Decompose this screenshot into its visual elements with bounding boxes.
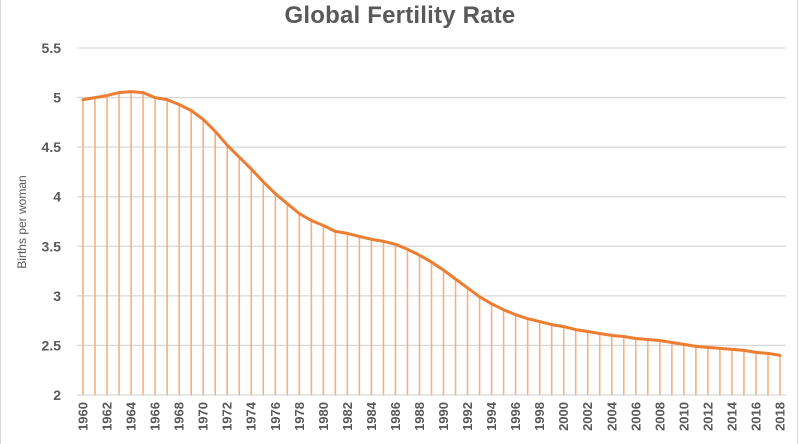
series-line [81,90,782,357]
x-tick-label: 1966 [148,402,163,431]
x-tick-label: 1992 [460,402,475,431]
x-tick-label: 1978 [292,402,307,431]
x-tick-label: 2018 [773,402,788,431]
y-tick-label: 3 [53,288,61,304]
y-tick-label: 5 [53,90,61,106]
x-tick-labels: 1960 1962 1964 1966 1968 1970 1972 1974 1976 1978… [76,401,788,431]
x-tick-label: 1996 [508,402,523,431]
y-tick-label: 3.5 [42,238,62,254]
x-tick-label: 2014 [724,401,739,431]
x-tick-label: 1976 [268,402,283,431]
x-tick-label: 2000 [556,402,571,431]
y-tick-label: 4 [53,189,61,205]
x-tick-label: 1974 [244,401,259,431]
x-tick-label: 1998 [532,402,547,431]
y-tick-label: 5.5 [42,40,62,56]
x-tick-label: 2004 [604,401,619,431]
x-tick-label: 1960 [76,402,91,431]
x-tick-label: 1988 [412,402,427,431]
x-tick-label: 1972 [220,402,235,431]
x-tick-label: 2016 [748,402,763,431]
x-tick-label: 1982 [340,402,355,431]
x-tick-label: 1986 [388,402,403,431]
x-tick-label: 2006 [628,402,643,431]
x-tick-label: 1990 [436,402,451,431]
y-tick-label: 2.5 [42,337,62,353]
chart-title: Global Fertility Rate [284,2,516,29]
y-tick-label: 4.5 [42,139,62,155]
x-tick-label: 1984 [364,401,379,431]
drop-lines [82,91,781,395]
series-line-path [81,90,782,357]
x-tick-label: 2002 [580,402,595,431]
y-tick-label: 2 [53,387,61,403]
x-tick-label: 2010 [676,402,691,431]
x-tick-label: 2008 [652,402,667,431]
x-tick-label: 1980 [316,402,331,431]
x-tick-label: 1962 [100,402,115,431]
y-tick-labels: 2 2.5 3 3.5 4 4.5 5 5.5 [42,40,62,403]
x-tick-label: 2012 [700,402,715,431]
x-tick-label: 1964 [124,401,139,431]
x-tick-label: 1994 [484,401,499,431]
x-tick-label: 1970 [196,402,211,431]
x-tick-label: 1968 [172,402,187,431]
